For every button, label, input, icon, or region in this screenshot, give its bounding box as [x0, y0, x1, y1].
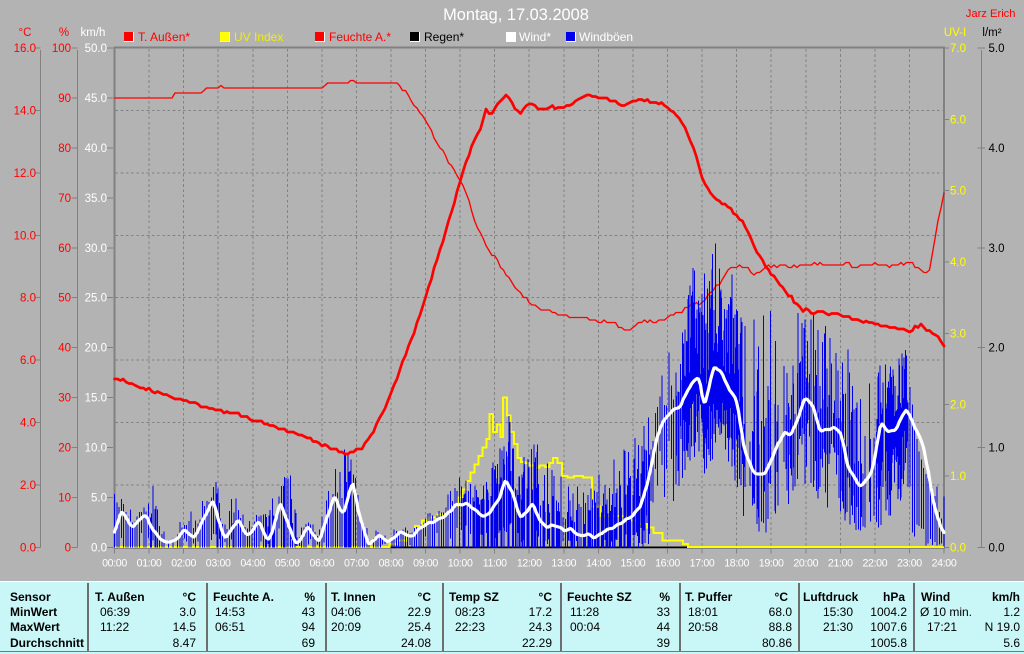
- svg-text:70: 70: [58, 193, 71, 205]
- svg-text:5.0: 5.0: [989, 43, 1005, 55]
- svg-text:km/h: km/h: [81, 27, 106, 39]
- svg-text:23:00: 23:00: [897, 558, 922, 570]
- svg-text:04:00: 04:00: [240, 558, 265, 570]
- svg-text:19:00: 19:00: [759, 558, 784, 570]
- svg-text:7.0: 7.0: [950, 43, 966, 55]
- svg-text:1.0: 1.0: [989, 443, 1005, 455]
- svg-text:07:00: 07:00: [344, 558, 369, 570]
- svg-text:15.0: 15.0: [85, 393, 107, 405]
- svg-text:80: 80: [58, 143, 71, 155]
- svg-text:16:00: 16:00: [655, 558, 680, 570]
- svg-text:03:00: 03:00: [206, 558, 231, 570]
- svg-text:0.0: 0.0: [989, 542, 1005, 554]
- svg-text:50.0: 50.0: [85, 43, 107, 55]
- svg-text:20.0: 20.0: [85, 343, 107, 355]
- svg-text:10.0: 10.0: [85, 443, 107, 455]
- svg-text:21:00: 21:00: [828, 558, 853, 570]
- svg-text:0.0: 0.0: [20, 542, 36, 554]
- svg-text:20: 20: [58, 443, 71, 455]
- svg-text:3.0: 3.0: [989, 243, 1005, 255]
- svg-text:UV-I: UV-I: [944, 27, 966, 39]
- svg-text:10:00: 10:00: [448, 558, 473, 570]
- svg-text:Jarz Erich: Jarz Erich: [966, 8, 1016, 20]
- svg-text:0.0: 0.0: [91, 542, 107, 554]
- svg-text:l/m²: l/m²: [982, 27, 1001, 39]
- svg-text:24:00: 24:00: [932, 558, 957, 570]
- svg-text:12.0: 12.0: [14, 168, 36, 180]
- svg-text:100: 100: [52, 43, 71, 55]
- svg-text:2.0: 2.0: [950, 400, 966, 412]
- svg-text:09:00: 09:00: [413, 558, 438, 570]
- svg-text:22:00: 22:00: [862, 558, 887, 570]
- svg-text:14:00: 14:00: [586, 558, 611, 570]
- svg-text:2.0: 2.0: [989, 343, 1005, 355]
- svg-text:40.0: 40.0: [85, 143, 107, 155]
- svg-text:5.0: 5.0: [91, 492, 107, 504]
- svg-text:17:00: 17:00: [690, 558, 715, 570]
- svg-text:10.0: 10.0: [14, 230, 36, 242]
- svg-text:12:00: 12:00: [517, 558, 542, 570]
- svg-text:35.0: 35.0: [85, 193, 107, 205]
- svg-text:20:00: 20:00: [793, 558, 818, 570]
- svg-text:06:00: 06:00: [309, 558, 334, 570]
- svg-text:13:00: 13:00: [551, 558, 576, 570]
- svg-text:6.0: 6.0: [950, 114, 966, 126]
- svg-text:10: 10: [58, 492, 71, 504]
- svg-text:00:00: 00:00: [102, 558, 127, 570]
- svg-text:1.0: 1.0: [950, 471, 966, 483]
- svg-text:°C: °C: [19, 27, 32, 39]
- svg-text:30.0: 30.0: [85, 243, 107, 255]
- svg-text:4.0: 4.0: [950, 257, 966, 269]
- svg-text:01:00: 01:00: [137, 558, 162, 570]
- svg-text:05:00: 05:00: [275, 558, 300, 570]
- svg-text:18:00: 18:00: [724, 558, 749, 570]
- svg-text:50: 50: [58, 293, 71, 305]
- svg-text:3.0: 3.0: [950, 328, 966, 340]
- svg-text:4.0: 4.0: [989, 143, 1005, 155]
- svg-text:0: 0: [65, 542, 71, 554]
- svg-text:4.0: 4.0: [20, 418, 36, 430]
- svg-text:30: 30: [58, 393, 71, 405]
- svg-text:2.0: 2.0: [20, 480, 36, 492]
- svg-text:15:00: 15:00: [621, 558, 646, 570]
- svg-text:08:00: 08:00: [379, 558, 404, 570]
- svg-text:6.0: 6.0: [20, 355, 36, 367]
- svg-text:25.0: 25.0: [85, 293, 107, 305]
- svg-text:8.0: 8.0: [20, 293, 36, 305]
- svg-text:45.0: 45.0: [85, 93, 107, 105]
- svg-text:0.0: 0.0: [950, 542, 966, 554]
- svg-text:%: %: [59, 27, 69, 39]
- svg-text:11:00: 11:00: [483, 558, 507, 570]
- svg-text:60: 60: [58, 243, 71, 255]
- svg-text:5.0: 5.0: [950, 186, 966, 198]
- svg-text:90: 90: [58, 93, 71, 105]
- svg-text:16.0: 16.0: [14, 43, 36, 55]
- svg-text:40: 40: [58, 343, 71, 355]
- svg-text:14.0: 14.0: [14, 105, 36, 117]
- svg-text:02:00: 02:00: [171, 558, 196, 570]
